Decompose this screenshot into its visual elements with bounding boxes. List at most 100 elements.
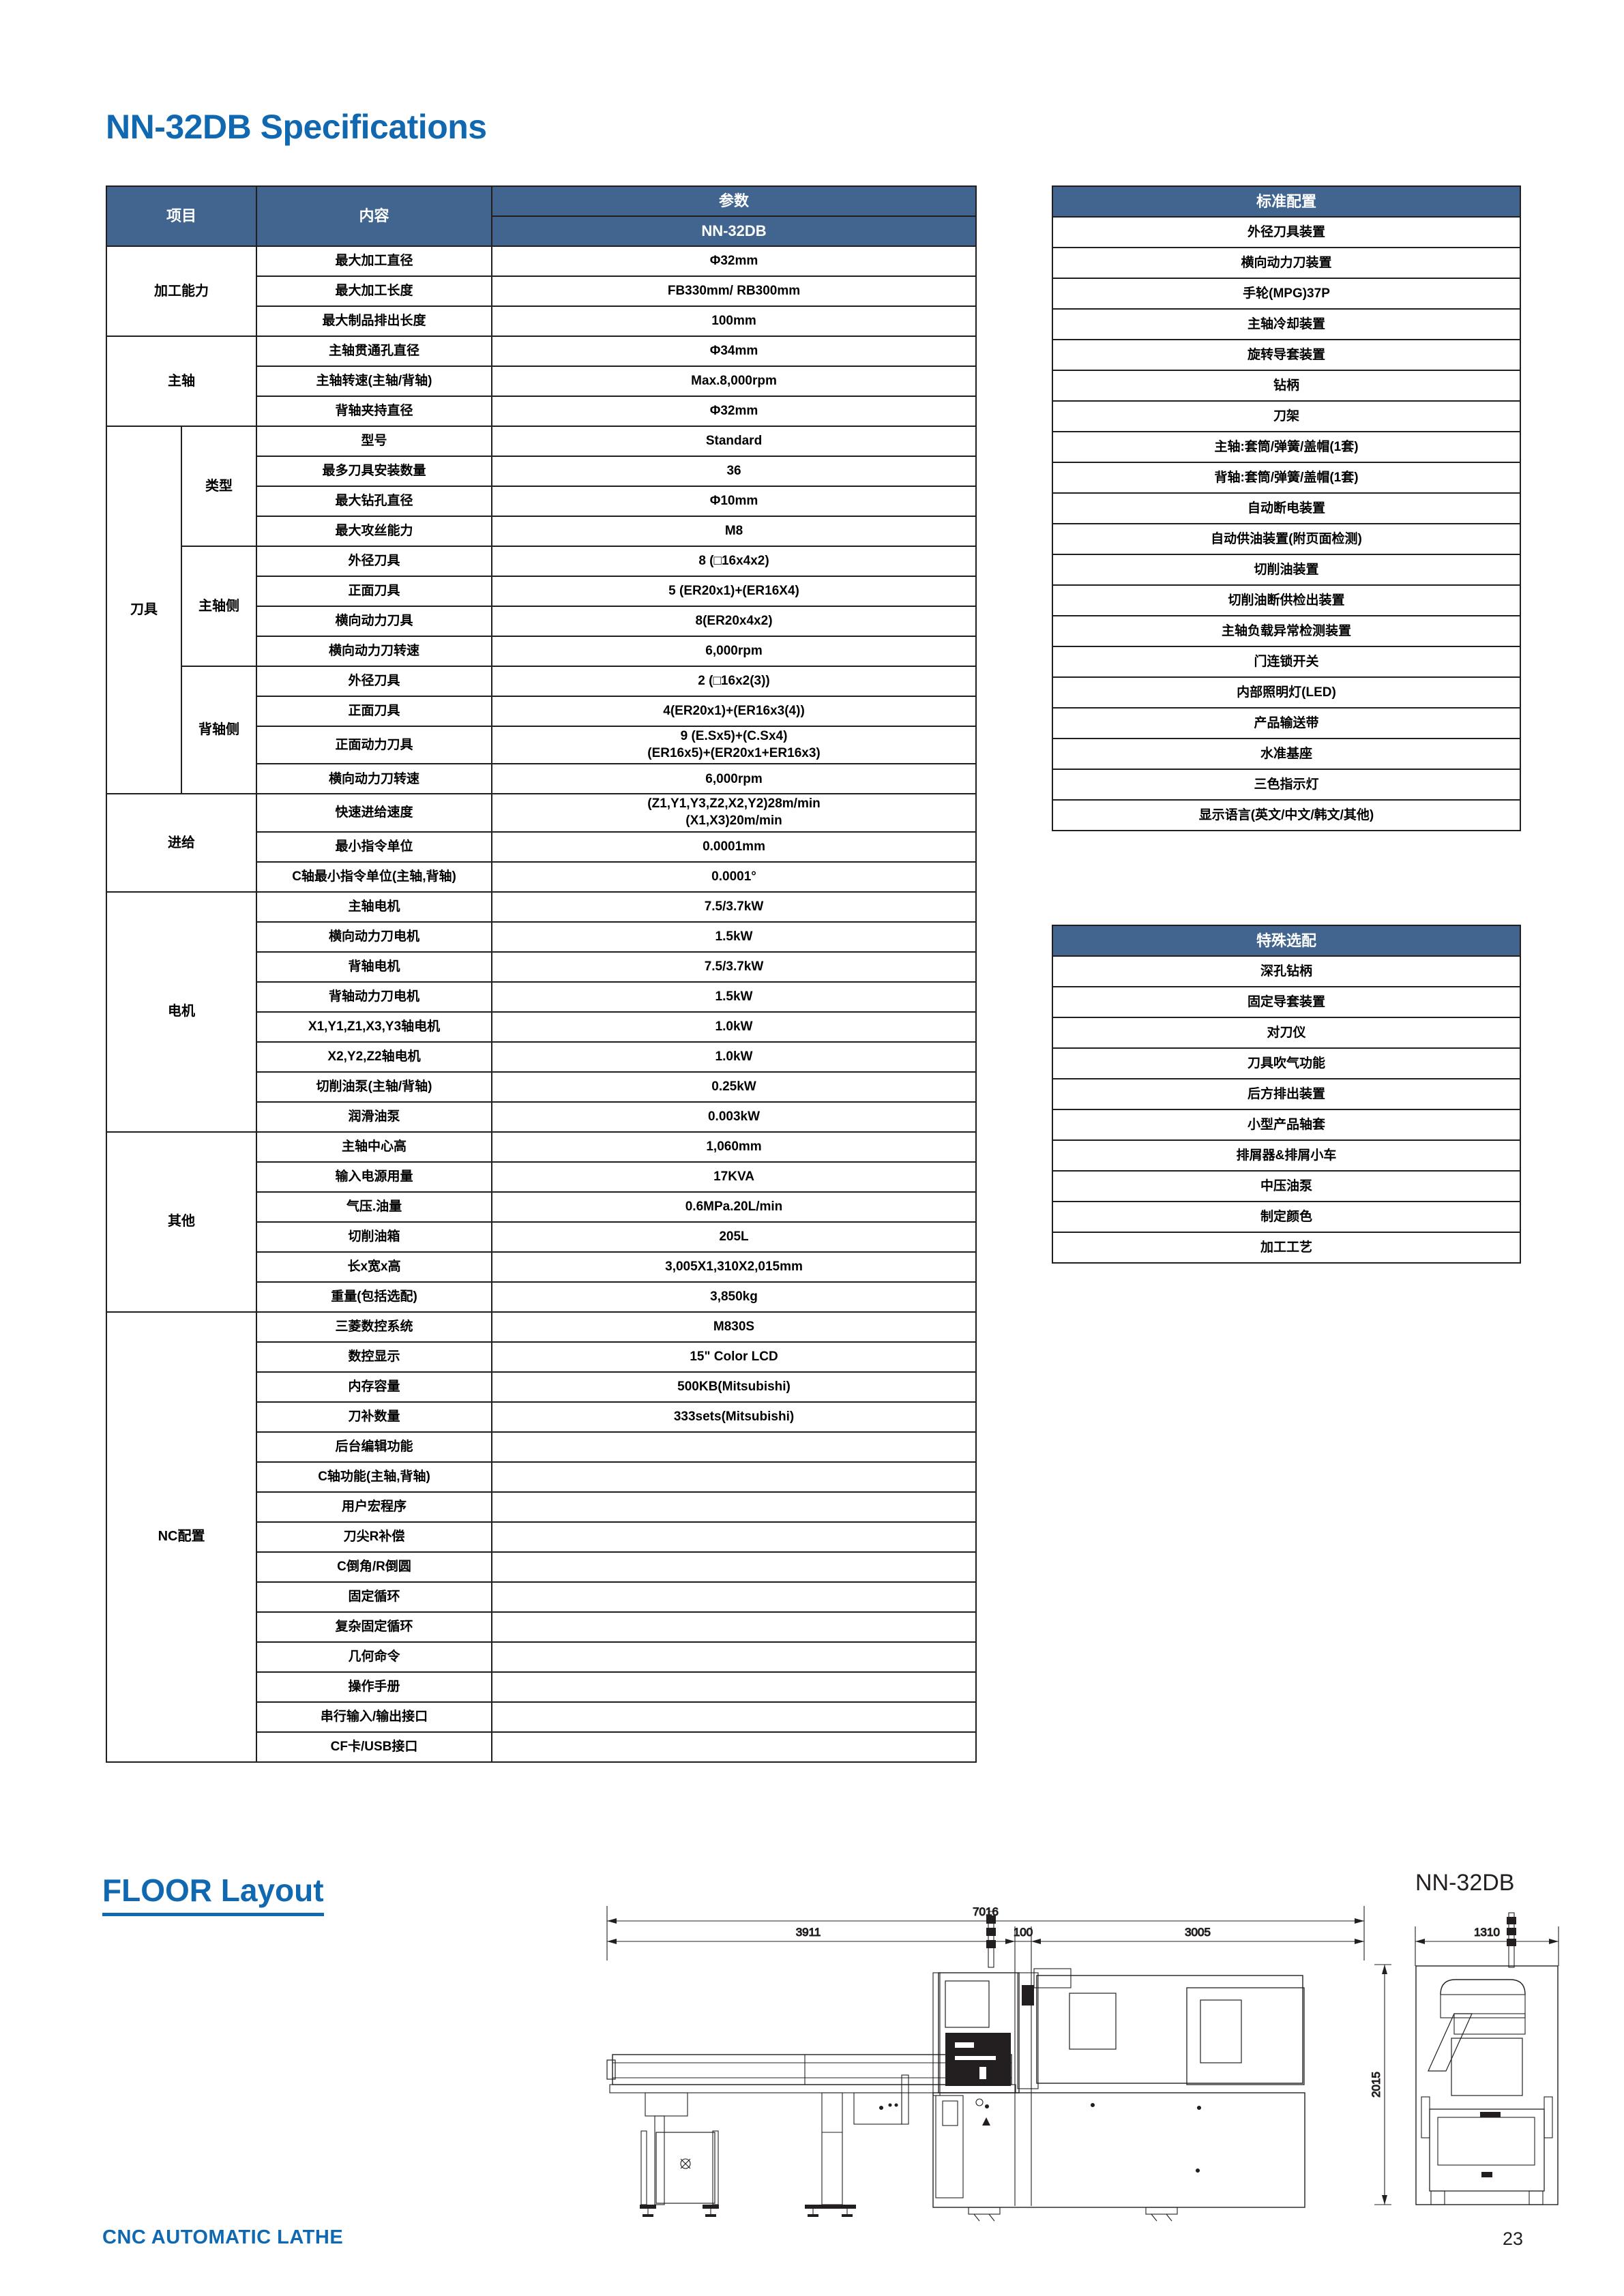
table-row: 小型产品轴套 — [1052, 1109, 1521, 1141]
special-options-item: 排屑器&排屑小车 — [1052, 1139, 1521, 1172]
standard-config-item: 背轴:套筒/弹簧/盖帽(1套) — [1052, 462, 1521, 494]
table-row: 正面刀具 4(ER20x1)+(ER16x3(4)) — [106, 696, 977, 727]
table-row: 刀具 类型 型号 Standard — [106, 425, 977, 795]
table-row: X1,Y1,Z1,X3,Y3轴电机 1.0kW — [106, 1011, 977, 1043]
spec-value-cell: 0.0001° — [491, 861, 977, 893]
dimension-machine-width: 1310 — [1474, 1926, 1500, 1939]
table-row: 横向动力刀电机 1.5kW — [106, 921, 977, 953]
spec-value-cell: 1.0kW — [491, 1011, 977, 1043]
standard-config-item: 三色指示灯 — [1052, 769, 1521, 801]
table-row: C轴功能(主轴,背轴) — [106, 1461, 977, 1493]
spec-content-cell: 重量(包括选配) — [256, 1281, 493, 1313]
standard-config-item: 主轴:套筒/弹簧/盖帽(1套) — [1052, 431, 1521, 463]
table-row: 刀架 — [1052, 400, 1521, 432]
table-row: 横向动力刀转速 6,000rpm — [106, 763, 977, 795]
spec-value-cell: 7.5/3.7kW — [491, 891, 977, 923]
table-row: 最大制品排出长度 100mm — [106, 305, 977, 337]
spec-value-cell — [491, 1731, 977, 1763]
spec-subgroup-label: 类型 — [180, 426, 258, 547]
spec-content-cell: 正面动力刀具 — [256, 725, 493, 765]
table-row: 手轮(MPG)37P — [1052, 278, 1521, 310]
spec-value-cell: 500KB(Mitsubishi) — [491, 1371, 977, 1403]
table-row: 刀尖R补偿 — [106, 1521, 977, 1553]
spec-content-cell: 用户宏程序 — [256, 1491, 493, 1523]
table-row: 切削油断供检出装置 — [1052, 584, 1521, 616]
spec-content-cell: 最大钻孔直径 — [256, 486, 493, 517]
special-options-item: 中压油泵 — [1052, 1170, 1521, 1202]
spec-content-cell: 刀尖R补偿 — [256, 1521, 493, 1553]
floor-layout-model-label: NN-32DB — [1415, 1870, 1515, 1896]
special-options-item: 加工工艺 — [1052, 1232, 1521, 1264]
spec-content-cell: 主轴转速(主轴/背轴) — [256, 366, 493, 397]
spec-content-cell: 背轴电机 — [256, 951, 493, 983]
spec-value-cell — [491, 1611, 977, 1643]
spec-content-cell: 外径刀具 — [256, 666, 493, 697]
spec-group-label: 主轴 — [105, 336, 258, 427]
table-row: 最大攻丝能力 M8 — [106, 516, 977, 547]
standard-config-item: 自动断电装置 — [1052, 492, 1521, 524]
table-row: 制定颜色 — [1052, 1201, 1521, 1233]
table-row: 正面动力刀具 9 (E.Sx5)+(C.Sx4) (ER16x5)+(ER20x1+… — [106, 725, 977, 765]
table-row: 主轴负载异常检测装置 — [1052, 615, 1521, 647]
spec-group-label: 进给 — [105, 793, 258, 893]
special-options-item: 制定颜色 — [1052, 1201, 1521, 1233]
standard-config-item: 旋转导套装置 — [1052, 339, 1521, 371]
spec-value-cell: 1.0kW — [491, 1041, 977, 1073]
spec-group-label: 加工能力 — [105, 245, 258, 337]
spec-subgroup-label: 主轴侧 — [180, 546, 258, 667]
spec-header-row-model: NN-32DB — [106, 215, 977, 247]
standard-config-table: 标准配置 外径刀具装置 横向动力刀装置 手轮(MPG)37P 主轴冷却装置 旋转导套装置钻… — [1052, 185, 1521, 831]
table-row: 主轴冷却装置 — [1052, 308, 1521, 340]
spec-content-cell: 横向动力刀转速 — [256, 636, 493, 667]
spec-value-cell: (Z1,Y1,Y3,Z2,X2,Y2)28m/min (X1,X3)20m/min — [491, 793, 977, 833]
spec-value-cell — [491, 1461, 977, 1493]
spec-value-cell: 6,000rpm — [491, 636, 977, 667]
spec-content-cell: C倒角/R倒圆 — [256, 1551, 493, 1583]
table-row: 内部照明灯(LED) — [1052, 676, 1521, 709]
standard-config-item: 切削油断供检出装置 — [1052, 584, 1521, 616]
table-row: 输入电源用量 17KVA — [106, 1161, 977, 1193]
table-row: 刀补数量 333sets(Mitsubishi) — [106, 1401, 977, 1433]
table-row: 其他 主轴中心高 1,060mm — [105, 1131, 977, 1313]
spec-content-cell: 背轴动力刀电机 — [256, 981, 493, 1013]
spec-content-cell: 输入电源用量 — [256, 1161, 493, 1193]
footer-brand: CNC AUTOMATIC LATHE — [102, 2226, 344, 2248]
spec-content-cell: 几何命令 — [256, 1641, 493, 1673]
table-row: 显示语言(英文/中文/韩文/其他) — [1052, 799, 1521, 831]
spec-value-cell: 4(ER20x1)+(ER16x3(4)) — [491, 696, 977, 727]
col-header-param: 参数 — [491, 185, 977, 217]
spec-value-cell — [491, 1581, 977, 1613]
special-options-item: 后方排出装置 — [1052, 1078, 1521, 1110]
spec-value-cell — [491, 1431, 977, 1463]
spec-content-cell: 刀补数量 — [256, 1401, 493, 1433]
table-row: 背轴:套筒/弹簧/盖帽(1套) — [1052, 462, 1521, 494]
spec-content-cell: 内存容量 — [256, 1371, 493, 1403]
table-row: 背轴电机 7.5/3.7kW — [106, 951, 977, 983]
spec-content-cell: 后台编辑功能 — [256, 1431, 493, 1463]
spec-value-cell: 0.003kW — [491, 1101, 977, 1133]
spec-content-cell: 正面刀具 — [256, 696, 493, 727]
table-row: 最小指令单位 0.0001mm — [106, 831, 977, 863]
table-row: 复杂固定循环 — [106, 1611, 977, 1643]
spec-group-label: 电机 — [105, 891, 258, 1133]
standard-config-header: 标准配置 — [1052, 185, 1521, 218]
special-options-header: 特殊选配 — [1052, 925, 1521, 957]
spec-value-cell: Φ34mm — [491, 336, 977, 367]
spec-content-cell: 最大加工直径 — [256, 245, 493, 277]
table-row: 背轴动力刀电机 1.5kW — [106, 981, 977, 1013]
spec-value-cell: 205L — [491, 1221, 977, 1253]
table-row: 横向动力刀装置 — [1052, 247, 1521, 279]
spec-content-cell: 长x宽x高 — [256, 1251, 493, 1283]
spec-content-cell: 型号 — [256, 426, 493, 457]
table-row: 数控显示 15" Color LCD — [106, 1341, 977, 1373]
table-header-row: 标准配置 — [1052, 185, 1521, 218]
spec-value-cell: 0.0001mm — [491, 831, 977, 863]
table-row: NC配置 三菱数控系统 M830S — [105, 1311, 977, 1763]
table-row: 气压.油量 0.6MPa.20L/min — [106, 1191, 977, 1223]
spec-content-cell: 最大加工长度 — [256, 275, 493, 307]
dimension-gap: 100 — [1014, 1926, 1033, 1939]
spec-content-cell: 背轴夹持直径 — [256, 396, 493, 427]
table-row: 几何命令 — [106, 1641, 977, 1673]
spec-value-cell: FB330mm/ RB300mm — [491, 275, 977, 307]
spec-content-cell: 复杂固定循环 — [256, 1611, 493, 1643]
